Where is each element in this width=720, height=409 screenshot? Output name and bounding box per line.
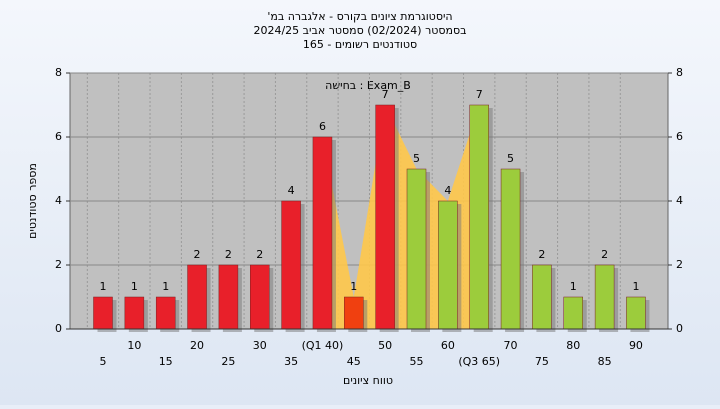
data-label: 1 (570, 280, 577, 293)
y-tick-label: 0 (676, 322, 683, 335)
data-label: 1 (100, 280, 107, 293)
bar (438, 200, 458, 330)
annotation: בחישה : Exam_B (325, 79, 411, 92)
x-tick-label: 25 (221, 355, 235, 368)
y-tick-label: 2 (55, 258, 62, 271)
data-label: 2 (601, 248, 608, 261)
bar (312, 136, 333, 330)
x-tick-label: (Q3 65) (458, 355, 500, 368)
bar (281, 200, 301, 330)
bar (124, 296, 145, 330)
x-tick-label: 85 (598, 355, 612, 368)
x-tick-label: (Q1 40) (302, 339, 344, 352)
bar (250, 264, 270, 330)
x-tick-label: 70 (504, 339, 518, 352)
bar (375, 104, 395, 330)
x-tick-label: 5 (100, 355, 107, 368)
x-tick-label: 10 (127, 339, 141, 352)
data-label: 1 (162, 280, 169, 293)
x-tick-label: 30 (253, 339, 267, 352)
bar (218, 264, 239, 330)
y-tick-label: 6 (55, 130, 62, 143)
data-label: 7 (382, 88, 389, 101)
y-tick-label: 4 (676, 194, 683, 207)
data-label: 1 (131, 280, 138, 293)
bar (187, 264, 207, 330)
y-tick-label: 8 (676, 66, 683, 79)
x-tick-label: 55 (410, 355, 424, 368)
y-axis-label: מספר סטודנטים (26, 163, 39, 239)
x-axis-label: טווח ציונים (343, 374, 393, 387)
y-tick-label: 8 (55, 66, 62, 79)
data-label: 6 (319, 120, 326, 133)
data-label: 7 (476, 88, 483, 101)
chart-title: היסטוגרמת ציונים בקורס - אלגברה במ' (267, 10, 452, 23)
x-tick-label: 80 (566, 339, 580, 352)
x-tick-label: 90 (629, 339, 643, 352)
data-label: 4 (444, 184, 451, 197)
data-label: 1 (350, 280, 357, 293)
chart-subtitle: סטודנטים רשומים - 165 (303, 38, 417, 51)
x-tick-label: 15 (159, 355, 173, 368)
data-label: 5 (413, 152, 420, 165)
bar (155, 296, 176, 330)
bar (406, 168, 427, 330)
y-tick-label: 2 (676, 258, 683, 271)
data-label: 2 (256, 248, 263, 261)
x-tick-label: 45 (347, 355, 361, 368)
y-tick-label: 6 (676, 130, 683, 143)
bar (469, 104, 489, 330)
bar (500, 168, 521, 330)
data-label: 1 (632, 280, 639, 293)
y-tick-label: 4 (55, 194, 62, 207)
data-label: 5 (507, 152, 514, 165)
data-label: 2 (538, 248, 545, 261)
x-tick-label: 75 (535, 355, 549, 368)
x-tick-label: 50 (378, 339, 392, 352)
x-tick-label: 35 (284, 355, 298, 368)
data-label: 2 (194, 248, 201, 261)
bar (626, 296, 646, 330)
y-tick-label: 0 (55, 322, 62, 335)
data-label: 2 (225, 248, 232, 261)
bar (93, 296, 113, 330)
chart-subtitle: בסמסטר (02/2024) סמסטר אביב 2024/25 (253, 24, 466, 37)
bar (344, 296, 364, 330)
x-tick-label: 60 (441, 339, 455, 352)
data-label: 4 (288, 184, 295, 197)
bar (532, 264, 552, 330)
x-tick-label: 20 (190, 339, 204, 352)
bar (563, 296, 583, 330)
bar (594, 264, 615, 330)
